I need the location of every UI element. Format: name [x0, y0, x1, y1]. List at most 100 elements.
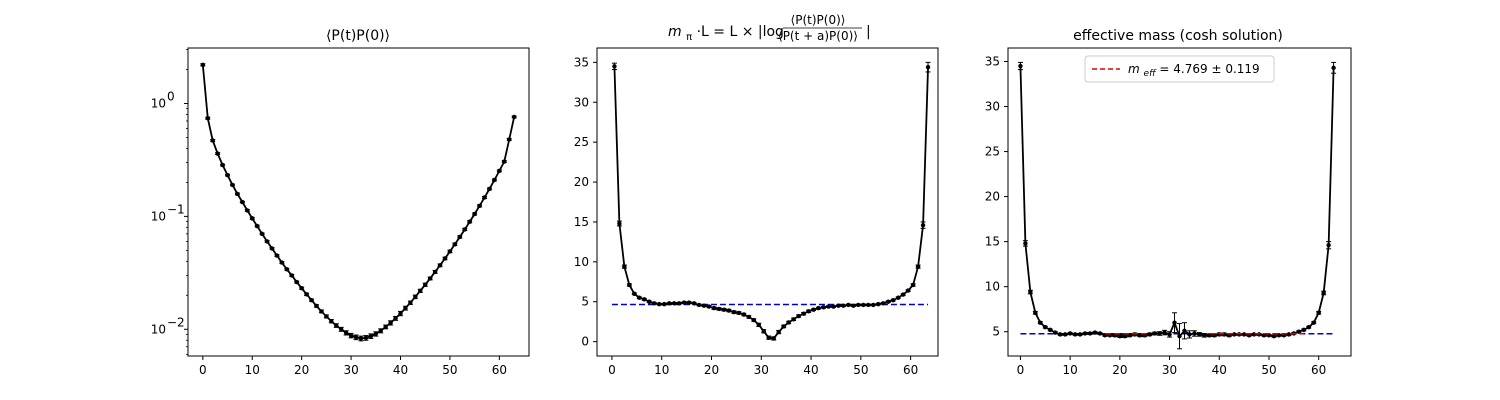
data-point	[1286, 332, 1292, 337]
data-point	[731, 309, 737, 315]
data-point	[801, 311, 806, 316]
data-point	[427, 276, 433, 281]
x-tick-label: 20	[704, 363, 719, 377]
y-tick-label: 10	[151, 322, 166, 336]
data-point	[1072, 332, 1078, 337]
data-point	[881, 301, 886, 306]
data-point	[1028, 289, 1033, 295]
effective-mass-title: effective mass (cosh solution)	[1073, 28, 1283, 44]
y-tick-label: 5	[992, 325, 1000, 339]
x-tick-label: 10	[654, 363, 669, 377]
effective-mass-panel: effective mass (cosh solution) m eff = 4…	[985, 28, 1352, 377]
y-tick-label: 15	[574, 215, 589, 229]
data-point	[1182, 328, 1187, 333]
data-point	[343, 330, 349, 336]
pion-mass-title-denominator: ⟨P(t + a)P(0)⟩	[778, 29, 858, 43]
data-point	[816, 305, 821, 311]
data-point	[200, 62, 206, 68]
data-point	[462, 227, 467, 232]
data-point	[492, 177, 497, 183]
data-point	[1321, 290, 1326, 296]
data-point	[671, 301, 677, 306]
data-point	[871, 302, 876, 308]
data-point	[210, 138, 215, 143]
x-tick-label: 0	[1017, 363, 1025, 377]
data-point	[826, 304, 831, 309]
x-tick-label: 60	[1311, 363, 1326, 377]
y-tick-exponent: 0	[167, 89, 175, 103]
data-point	[304, 292, 309, 297]
y-tick-label: 35	[985, 55, 1000, 69]
x-tick-label: 30	[754, 363, 769, 377]
x-tick-label: 40	[803, 363, 818, 377]
data-point	[1062, 332, 1068, 337]
data-point	[1023, 241, 1028, 246]
data-point	[716, 306, 722, 312]
data-point	[1331, 65, 1336, 71]
data-point	[920, 222, 926, 228]
data-point	[642, 297, 647, 302]
data-point	[225, 172, 230, 178]
data-point	[1147, 332, 1152, 337]
data-point	[1301, 327, 1306, 333]
data-point	[1053, 330, 1058, 335]
data-point	[781, 324, 786, 329]
data-point	[507, 137, 512, 142]
data-point	[472, 211, 477, 217]
data-point	[334, 323, 339, 328]
y-tick-label: 10	[151, 209, 166, 223]
pion-mass-title-end: |	[866, 24, 871, 40]
data-point	[1137, 333, 1142, 338]
x-tick-label: 20	[294, 363, 309, 377]
data-point	[254, 223, 260, 229]
series-line	[201, 64, 516, 340]
legend: m eff = 4.769 ± 0.119	[1084, 55, 1275, 83]
data-point	[726, 308, 732, 313]
x-tick-label: 20	[1112, 363, 1127, 377]
data-point	[398, 311, 403, 316]
data-point	[1157, 331, 1162, 336]
legend-label-symbol: m	[1128, 62, 1140, 76]
pion-mass-title-mid: ·L = L × |log	[697, 24, 784, 40]
data-point	[324, 314, 329, 319]
y-tick-label: 15	[985, 235, 1000, 249]
data-point	[761, 329, 766, 334]
y-tick-label: 0	[581, 335, 589, 349]
data-point	[851, 303, 856, 308]
data-point	[205, 116, 210, 121]
data-point	[245, 208, 250, 213]
data-point	[388, 320, 393, 326]
y-tick-label: 30	[985, 100, 1000, 114]
data-point	[676, 301, 682, 306]
data-point	[1117, 333, 1123, 339]
data-point	[900, 292, 906, 297]
y-tick-label: 25	[574, 135, 589, 149]
pion-mass-title-lhs: m	[668, 24, 682, 40]
data-point	[1326, 243, 1331, 248]
data-point	[617, 221, 622, 226]
data-point	[895, 295, 901, 300]
data-point	[701, 303, 707, 308]
data-point	[319, 309, 324, 314]
data-point	[811, 307, 816, 312]
data-point	[368, 333, 374, 339]
data-point	[1018, 63, 1023, 69]
data-point	[1077, 332, 1083, 337]
data-point	[264, 239, 270, 244]
data-point	[437, 263, 443, 268]
data-point	[627, 282, 632, 288]
data-point	[746, 314, 752, 320]
data-point	[1152, 331, 1157, 336]
data-point	[502, 159, 507, 164]
data-point	[721, 307, 727, 312]
data-point	[686, 300, 692, 305]
y-tick-label: 25	[985, 145, 1000, 159]
data-point	[294, 279, 299, 285]
data-point	[866, 302, 871, 308]
data-point	[1316, 310, 1321, 315]
data-point	[1097, 331, 1103, 336]
data-point	[1311, 320, 1316, 325]
x-tick-label: 0	[199, 363, 207, 377]
data-point	[250, 216, 255, 221]
